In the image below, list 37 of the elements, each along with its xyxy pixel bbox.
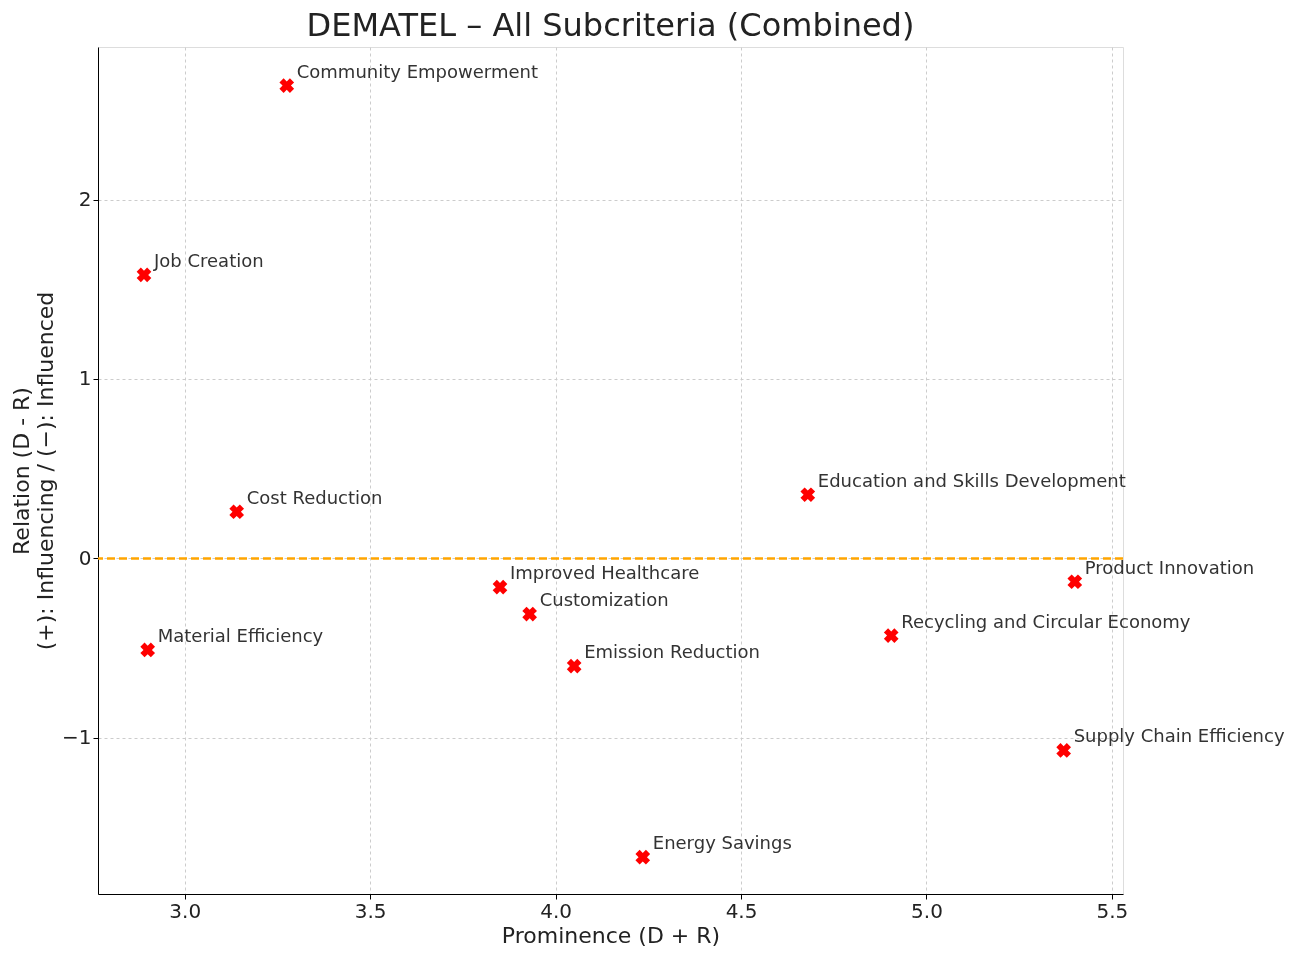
annotation: Cost Reduction (246, 486, 383, 508)
annotation: Education and Skills Development (817, 469, 1126, 491)
y-tick-label: 2 (78, 187, 92, 212)
point (492, 579, 508, 595)
annotation: Recycling and Circular Economy (901, 610, 1191, 632)
x-tick-label: 5.5 (1096, 898, 1129, 923)
point (1056, 743, 1072, 758)
y-tick-label: 0 (78, 545, 92, 570)
point (136, 267, 152, 283)
annotation: Material Efficiency (157, 624, 324, 646)
annotation: Customization (539, 589, 669, 611)
chart-title: DEMATEL – All Subcriteria (Combined) (306, 6, 915, 44)
point (229, 504, 245, 520)
x-tick-label: 4.0 (540, 898, 573, 923)
annotation: Job Creation (152, 249, 264, 271)
y-axis-title: Relation (D - R) (+): Influencing / (−): Influenced (9, 291, 59, 651)
point (279, 78, 295, 93)
x-tick-label: 3.5 (354, 898, 387, 923)
point (522, 606, 537, 622)
point (140, 642, 156, 658)
annotation: Energy Savings (652, 832, 792, 854)
x-tick-label: 4.5 (725, 898, 758, 923)
annotation: Community Empowerment (296, 60, 538, 82)
x-tick-label: 3.0 (169, 898, 202, 923)
point (1067, 574, 1083, 590)
point (800, 487, 816, 503)
annotation: Product Innovation (1084, 556, 1255, 578)
point (566, 658, 582, 674)
y-tick-label: −1 (62, 725, 92, 750)
point (635, 849, 651, 865)
x-tick-label: 5.0 (911, 898, 943, 923)
annotation: Improved Healthcare (509, 562, 700, 584)
annotation: Emission Reduction (584, 641, 760, 663)
x-axis-title: Prominence (D + R) (501, 922, 721, 948)
y-tick-label: 1 (78, 366, 92, 391)
annotation: Supply Chain Efficiency (1073, 725, 1285, 747)
point (883, 628, 899, 643)
